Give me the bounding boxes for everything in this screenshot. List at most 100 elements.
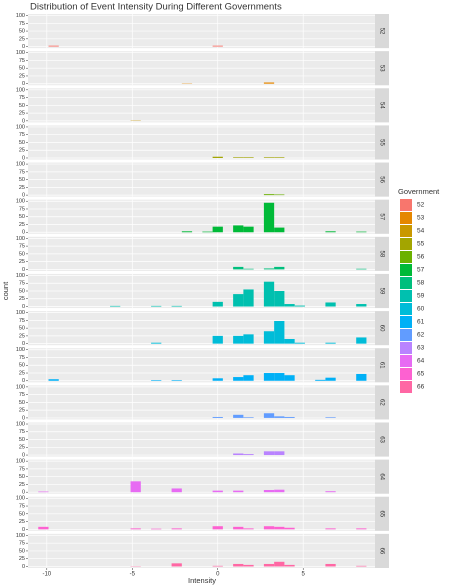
y-tick-label: 25 xyxy=(19,445,25,451)
facet-label: 54 xyxy=(378,102,384,109)
facet-strip xyxy=(375,199,389,234)
y-tick-label: 75 xyxy=(19,21,25,27)
bar xyxy=(212,378,223,381)
legend-label: 64 xyxy=(417,358,425,365)
bar xyxy=(356,268,367,270)
bar xyxy=(243,289,254,307)
facet-strip xyxy=(375,273,389,309)
bar xyxy=(274,373,285,381)
y-tick-label: 75 xyxy=(19,95,25,101)
y-tick-label: 25 xyxy=(19,556,25,562)
x-axis-label: Intensity xyxy=(188,576,216,585)
facet-strip xyxy=(375,14,389,49)
facet-strip xyxy=(375,348,389,383)
y-tick-label: 0 xyxy=(22,378,25,384)
y-tick-label: 0 xyxy=(22,81,25,87)
y-tick-label: 0 xyxy=(22,155,25,161)
legend-swatch xyxy=(400,368,412,380)
y-tick-label: 25 xyxy=(19,111,25,117)
bar xyxy=(263,451,275,456)
bar xyxy=(243,334,254,344)
legend-label: 56 xyxy=(417,254,425,261)
y-tick-label: 75 xyxy=(19,281,25,287)
y-tick-label: 50 xyxy=(19,214,25,220)
y-tick-label: 100 xyxy=(16,347,25,353)
facet-strip xyxy=(375,311,389,346)
y-tick-label: 100 xyxy=(16,13,25,19)
bar xyxy=(233,526,244,530)
y-tick-label: 75 xyxy=(19,244,25,250)
bar xyxy=(274,194,285,196)
bar xyxy=(233,225,244,233)
y-tick-label: 75 xyxy=(19,466,25,472)
x-tick-label: -10 xyxy=(42,572,51,578)
legend-swatch xyxy=(400,264,412,276)
facet-label: 63 xyxy=(378,436,384,443)
legend-title: Government xyxy=(398,187,440,196)
bar xyxy=(294,305,305,307)
y-tick-label: 75 xyxy=(19,392,25,398)
bar xyxy=(38,491,49,493)
x-tick-label: 0 xyxy=(216,572,220,578)
y-tick-label: 0 xyxy=(22,490,25,496)
legend-label: 54 xyxy=(417,228,425,235)
y-tick-label: 100 xyxy=(16,384,25,390)
y-tick-label: 0 xyxy=(22,304,25,310)
legend-swatch xyxy=(400,212,412,224)
x-tick-label: -5 xyxy=(130,572,136,578)
facet-strip xyxy=(375,496,389,531)
bar xyxy=(243,564,254,567)
y-tick-label: 25 xyxy=(19,408,25,414)
bar xyxy=(284,304,295,307)
legend-label: 66 xyxy=(417,384,425,391)
bar xyxy=(233,377,244,381)
bar xyxy=(325,342,336,344)
bar xyxy=(274,291,285,307)
bar xyxy=(130,481,141,493)
bar xyxy=(325,417,336,418)
y-tick-label: 25 xyxy=(19,333,25,339)
y-tick-label: 100 xyxy=(16,236,25,242)
bar xyxy=(212,565,223,567)
y-tick-label: 100 xyxy=(16,496,25,502)
bar xyxy=(151,305,162,307)
facet-label: 58 xyxy=(378,251,384,258)
y-tick-label: 100 xyxy=(16,310,25,316)
y-tick-label: 100 xyxy=(16,459,25,465)
legend-label: 61 xyxy=(417,319,425,326)
bar xyxy=(233,453,244,456)
y-tick-label: 50 xyxy=(19,326,25,332)
y-tick-label: 100 xyxy=(16,87,25,93)
y-tick-label: 100 xyxy=(16,273,25,279)
y-tick-label: 50 xyxy=(19,29,25,35)
y-tick-label: 0 xyxy=(22,453,25,459)
facet-label: 61 xyxy=(378,362,384,369)
bar xyxy=(284,527,295,530)
bar xyxy=(315,379,326,381)
bar xyxy=(171,488,182,493)
y-tick-label: 0 xyxy=(22,267,25,273)
bar xyxy=(274,526,285,530)
y-tick-label: 75 xyxy=(19,318,25,324)
legend-label: 60 xyxy=(417,306,425,313)
y-tick-label: 0 xyxy=(22,193,25,199)
bar xyxy=(151,342,162,344)
bar xyxy=(263,157,275,158)
y-tick-label: 50 xyxy=(19,103,25,109)
bar xyxy=(325,491,336,493)
y-tick-label: 25 xyxy=(19,185,25,191)
bar xyxy=(325,302,336,307)
y-tick-label: 75 xyxy=(19,355,25,361)
y-tick-label: 100 xyxy=(16,199,25,205)
legend-swatch xyxy=(400,355,412,367)
y-tick-label: 75 xyxy=(19,206,25,212)
bar xyxy=(171,305,182,307)
y-tick-label: 0 xyxy=(22,527,25,533)
facet-label: 53 xyxy=(378,65,384,72)
bar xyxy=(151,528,162,530)
bar xyxy=(171,563,182,567)
bar xyxy=(274,451,285,456)
y-tick-label: 50 xyxy=(19,437,25,443)
bar xyxy=(356,337,367,344)
